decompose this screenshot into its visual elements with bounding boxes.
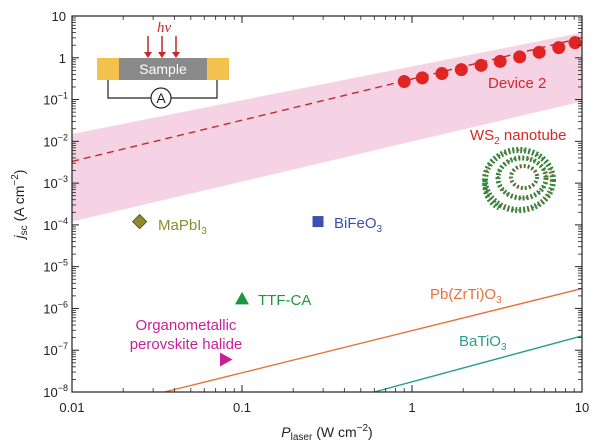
right-electrode — [207, 58, 229, 80]
band-layer — [72, 32, 582, 222]
device2-point — [493, 54, 507, 68]
x-axis-title: Plaser (W cm−2) — [281, 423, 372, 443]
y-tick-label: 10−4 — [43, 216, 68, 233]
tick-layer: 0.01 0.1 1 10 10 1 10−1 10−2 10−3 10−4 10−5 10−6 10−… — [43, 9, 589, 415]
y-tick-label: 1 — [59, 51, 66, 66]
marker-layer — [131, 36, 582, 367]
inset-schematic: hν Sample A — [97, 20, 229, 109]
light-arrow-head — [172, 52, 180, 58]
device2-point — [568, 36, 582, 50]
y-tick-label: 10−3 — [43, 174, 68, 191]
mapbi3-point — [131, 213, 148, 230]
mapbi3-label: MaPbI3 — [158, 217, 207, 237]
device2-point — [435, 67, 449, 81]
ammeter-symbol — [150, 87, 172, 109]
organometallic-label-line2: perovskite halide — [130, 336, 243, 353]
device2-point — [474, 58, 488, 72]
light-arrow-head — [158, 52, 166, 58]
sample-block — [119, 58, 207, 80]
sample-label: Sample — [139, 61, 187, 77]
y-tick-label: 10 — [52, 9, 66, 24]
device2-point — [513, 50, 527, 64]
device2-point — [532, 45, 546, 59]
light-label: hν — [157, 20, 172, 36]
x-tick-label: 0.1 — [233, 400, 251, 415]
pbzrtio3-line — [164, 287, 583, 393]
left-electrode — [97, 58, 119, 80]
ws2-nanotube-illustration — [482, 147, 556, 213]
ttfca-label: TTF-CA — [258, 292, 311, 309]
device2-point — [552, 41, 566, 55]
ammeter-label: A — [156, 90, 166, 106]
organometallic-point — [219, 352, 233, 367]
bifeo3-point — [312, 216, 324, 228]
circuit-wire — [171, 80, 218, 99]
x-tick-label: 1 — [408, 400, 415, 415]
y-tick-label: 10−6 — [43, 299, 68, 316]
y-tick-label: 10−8 — [43, 383, 68, 400]
y-tick-label: 10−2 — [43, 132, 68, 149]
device2-label: Device 2 — [488, 75, 546, 92]
y-tick-label: 10−1 — [43, 91, 68, 108]
batio3-label: BaTiO3 — [459, 333, 507, 353]
pbzrtio3-label: Pb(ZrTi)O3 — [430, 286, 502, 306]
batio3-line — [374, 335, 583, 393]
y-tick-label: 10−5 — [43, 258, 68, 275]
circuit-wire — [107, 80, 151, 99]
device2-range-band — [72, 32, 582, 222]
device2-point — [454, 63, 468, 77]
y-axis-title: jsc (A cm−2) — [10, 170, 30, 241]
y-tick-label: 10−7 — [43, 341, 68, 358]
ws2-label: WS2 nanotube — [470, 127, 566, 147]
ttfca-point — [235, 291, 249, 305]
bifeo3-label: BiFeO3 — [334, 215, 383, 235]
organometallic-label-line1: Organometallic — [136, 317, 237, 334]
plot-frame — [71, 15, 583, 393]
light-arrow-head — [144, 52, 152, 58]
device2-point — [397, 75, 411, 89]
device2-point — [415, 71, 429, 85]
x-tick-label: 10 — [575, 400, 589, 415]
x-tick-label: 0.01 — [59, 400, 84, 415]
